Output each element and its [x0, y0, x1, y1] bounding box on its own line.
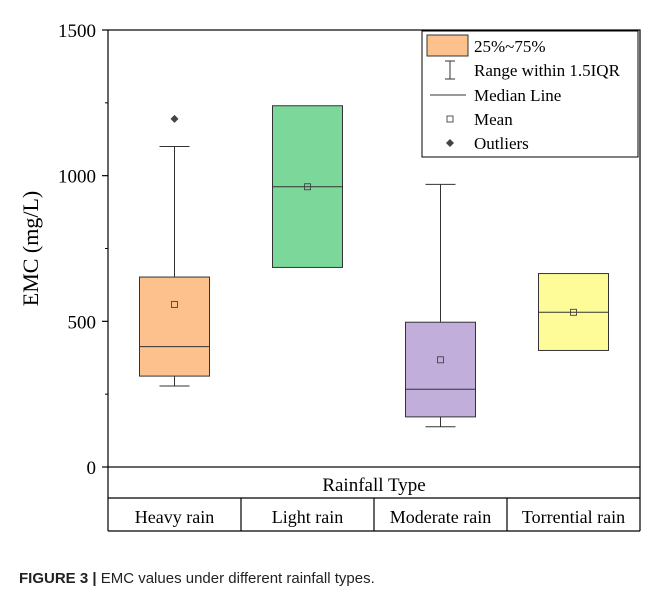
mean-marker [570, 308, 577, 316]
iqr-box [405, 321, 476, 418]
axes: 0 500 1000 1500 EMC (mg/L) [18, 21, 641, 479]
box-plot-chart: 0 500 1000 1500 EMC (mg/L) 25%~75% Range with… [18, 21, 641, 532]
box-moderate-rain [405, 183, 476, 428]
legend-box-swatch [426, 34, 469, 57]
iqr-box [139, 276, 210, 377]
y-tick-label: 0 [87, 458, 97, 479]
mean-marker [171, 300, 178, 308]
x-category-label: Torrential rain [522, 507, 625, 527]
legend: 25%~75% Range within 1.5IQR Median Line Mea… [421, 30, 639, 158]
x-category-label: Heavy rain [135, 507, 214, 527]
boxes-layer [139, 105, 609, 428]
caption-text: EMC values under different rainfall type… [96, 570, 375, 587]
x-axis-label: Rainfall Type [322, 475, 425, 496]
legend-label-mean: Mean [474, 110, 513, 129]
x-axis-table: Rainfall Type Heavy rain Light rain Moderat… [107, 467, 641, 532]
legend-mean-symbol [446, 115, 454, 123]
mean-marker [437, 356, 444, 364]
caption-label: FIGURE 3 | [19, 570, 97, 587]
legend-label-whisker: Range within 1.5IQR [474, 61, 621, 80]
x-category-label: Light rain [272, 507, 343, 527]
figure-caption: FIGURE 3 | EMC values under different ra… [19, 570, 375, 587]
y-tick-label: 1500 [58, 21, 96, 42]
x-category-label: Moderate rain [390, 507, 491, 527]
outlier-point [170, 114, 179, 123]
mean-marker [304, 183, 311, 191]
legend-outlier-symbol [446, 139, 454, 147]
box-heavy-rain [139, 114, 210, 387]
y-tick-label: 1000 [58, 167, 96, 188]
legend-label-box: 25%~75% [474, 37, 546, 56]
box-torrential-rain [538, 273, 609, 351]
legend-label-median: Median Line [474, 86, 561, 105]
y-axis-label: EMC (mg/L) [18, 191, 43, 307]
legend-label-outlier: Outliers [474, 134, 529, 153]
y-tick-label: 500 [68, 312, 97, 333]
box-light-rain [272, 105, 343, 268]
